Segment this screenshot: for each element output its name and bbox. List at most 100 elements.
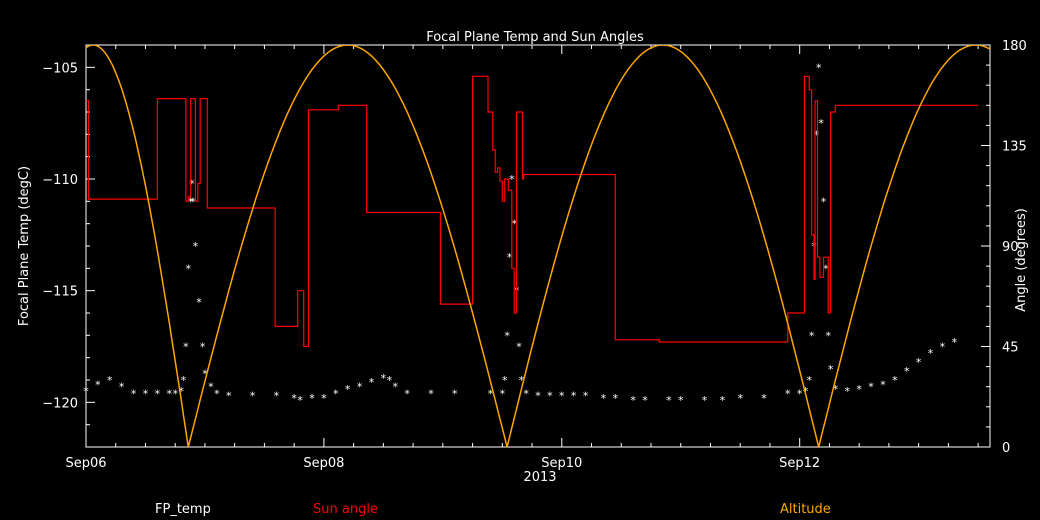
x-tick-label: Sep06: [65, 456, 106, 471]
fp-temp-point: *: [202, 367, 208, 380]
fp-temp-point: *: [509, 173, 515, 186]
x-tick-label: Sep12: [779, 456, 820, 471]
y-axis-left-label: Focal Plane Temp (degC): [17, 166, 32, 326]
fp-temp-point: *: [428, 387, 434, 400]
fp-temp-point: *: [928, 347, 934, 360]
fp-temp-point: *: [226, 390, 232, 403]
altitude-arc-0: [86, 45, 190, 447]
fp-temp-point: *: [107, 374, 113, 387]
legend-altitude: Altitude: [780, 502, 831, 517]
legend-fp-temp: FP_temp: [155, 502, 211, 517]
fp-temp-point: *: [357, 381, 363, 394]
fp-temp-point: *: [583, 390, 589, 403]
fp-temp-point: *: [188, 195, 194, 208]
fp-temp-point: *: [507, 251, 513, 264]
legend-fp-temp-label: FP_temp: [155, 502, 211, 517]
fp-temp-point: *: [214, 387, 220, 400]
x-tick-label: Sep08: [303, 456, 344, 471]
fp-temp-point: *: [381, 372, 387, 385]
fp-temp-point: *: [818, 117, 824, 130]
fp-temp-point: *: [535, 390, 541, 403]
fp-temp-point: *: [737, 392, 743, 405]
fp-temp-point: *: [504, 329, 510, 342]
fp-temp-point: *: [892, 374, 898, 387]
plot-area: Sep06 Sep08 Sep10 Sep12 −105 −110 −115 −120 0 45 9…: [42, 39, 1027, 471]
fp-temp-point: *: [167, 387, 173, 400]
fp-temp-point: *: [785, 387, 791, 400]
legend-sun-angle-label: Sun angle: [313, 502, 378, 517]
fp-temp-point: *: [601, 392, 607, 405]
fp-temp-point: *: [814, 128, 820, 141]
fp-temp-point: *: [291, 392, 297, 405]
fp-temp-point: *: [642, 394, 648, 407]
fp-temp-point: *: [511, 218, 517, 231]
legend-sun-angle: Sun angle: [313, 502, 378, 517]
fp-temp-point: *: [720, 394, 726, 407]
x-tick-label: Sep10: [541, 456, 582, 471]
sun-angle-line: [86, 75, 979, 348]
fp-temp-point: *: [250, 390, 256, 403]
y-right-tick-label: 0: [1002, 441, 1010, 456]
fp-temp-point: *: [816, 61, 822, 74]
y-right-tick-label: 135: [1002, 140, 1027, 155]
fp-temp-point: *: [196, 296, 202, 309]
fp-temp-point: *: [821, 195, 827, 208]
fp-temp-point: *: [856, 383, 862, 396]
y-left-tick-label: −110: [42, 173, 78, 188]
fp-temp-point: *: [952, 336, 958, 349]
fp-temp-point: *: [833, 383, 839, 396]
fp-temp-point: *: [183, 341, 189, 354]
fp-temp-point: *: [208, 381, 214, 394]
altitude-arc-1: [187, 45, 508, 447]
fp-temp-point: *: [404, 387, 410, 400]
fp-temp-point: *: [519, 374, 525, 387]
fp-temp-point: *: [488, 387, 494, 400]
fp-temp-point: *: [828, 363, 834, 376]
y-left-tick-label: −120: [42, 396, 78, 411]
fp-temp-point: *: [516, 341, 522, 354]
fp-temp-point: *: [559, 390, 565, 403]
fp-temp-point: *: [274, 390, 280, 403]
fp-temp-point: *: [387, 374, 393, 387]
fp-temp-point: *: [880, 378, 886, 391]
legend-altitude-label: Altitude: [780, 502, 831, 517]
fp-temp-point: *: [547, 390, 553, 403]
fp-temp-point: *: [868, 381, 874, 394]
fp-temp-point: *: [702, 394, 708, 407]
y-left-tick-label: −115: [42, 285, 78, 300]
fp-temp-point: *: [452, 387, 458, 400]
fp-temp-point: *: [143, 387, 149, 400]
fp-temp-point: *: [904, 365, 910, 378]
fp-temp-point: *: [333, 387, 339, 400]
fp-temp-point: *: [806, 374, 812, 387]
fp-temp-point: *: [200, 341, 206, 354]
fp-temp-point: *: [83, 385, 89, 398]
fp-temp-point: *: [131, 387, 137, 400]
fp-temp-point: *: [803, 385, 809, 398]
x-axis-label: 2013: [523, 470, 556, 485]
fp-temp-point: *: [155, 387, 161, 400]
fp-temp-point: *: [190, 195, 196, 208]
fp-temp-point: *: [178, 385, 184, 398]
fp-temp-point: *: [630, 394, 636, 407]
fp-temp-point: *: [345, 383, 351, 396]
fp-temp-point: *: [309, 392, 315, 405]
y-right-tick-label: 180: [1002, 39, 1027, 54]
fp-temp-point: *: [613, 392, 619, 405]
fp-temp-point: *: [940, 341, 946, 354]
fp-temp-point: *: [181, 374, 187, 387]
fp-temp-point: *: [193, 240, 199, 253]
fp-temp-point: *: [761, 392, 767, 405]
y-right-tick-label: 90: [1002, 240, 1019, 255]
altitude-arc-2: [506, 45, 820, 447]
fp-temp-point: *: [186, 262, 192, 275]
fp-temp-point: *: [393, 381, 399, 394]
fp-temp-point: *: [678, 394, 684, 407]
fp-temp-point: *: [523, 387, 529, 400]
fp-temp-point: *: [369, 376, 375, 389]
fp-temp-point: *: [666, 394, 672, 407]
fp-temp-point: *: [809, 329, 815, 342]
fp-temp-point: *: [571, 390, 577, 403]
fp-temp-point: *: [845, 385, 851, 398]
